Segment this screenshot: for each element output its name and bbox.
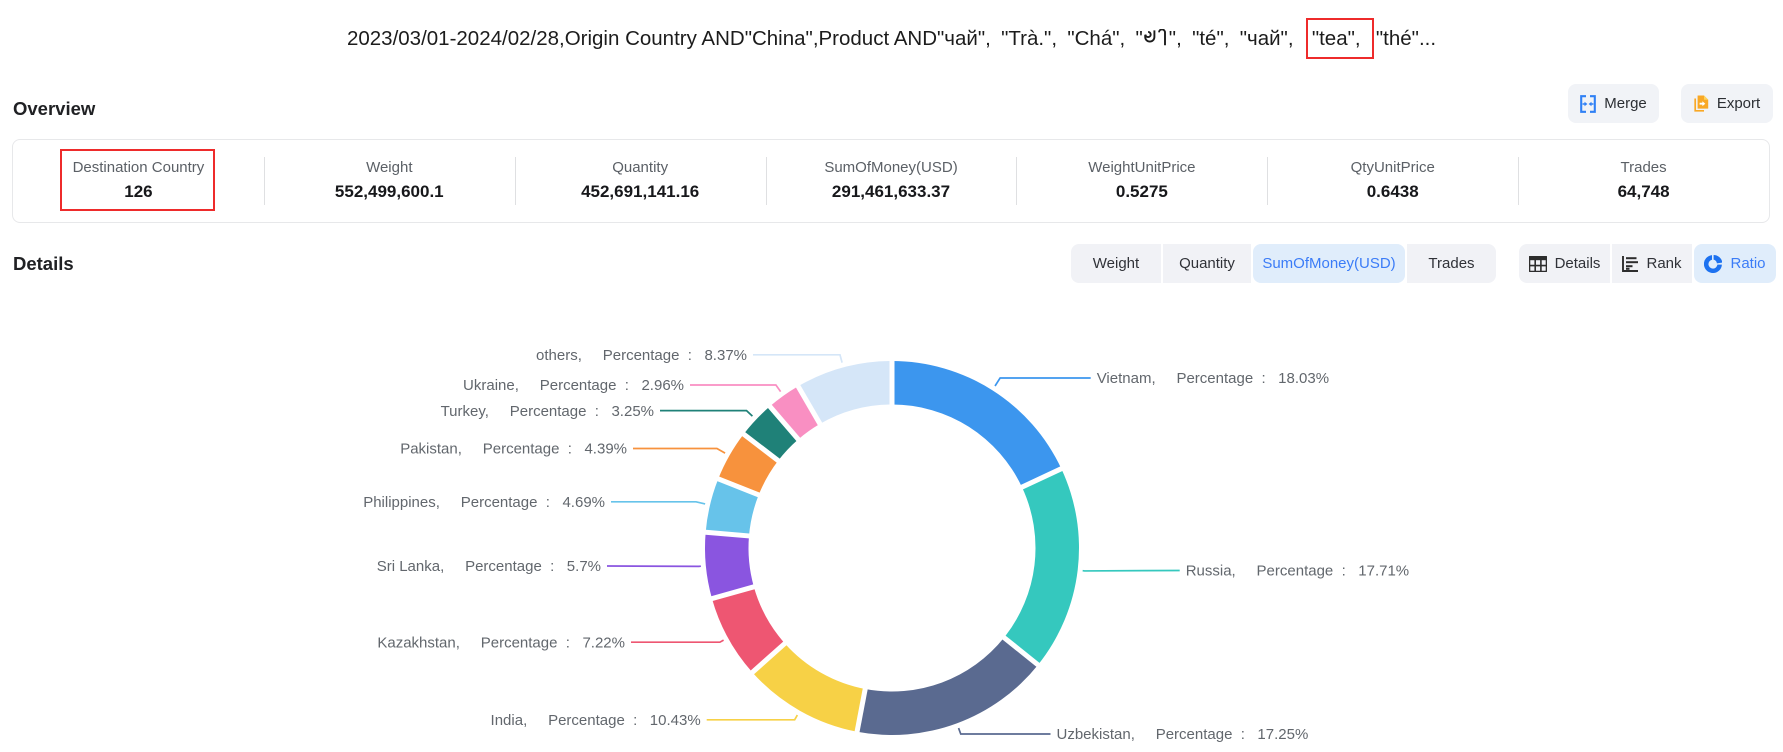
svg-text:Russia, Percentage : 17: Russia, Percentage : 17.71% — [1186, 563, 1409, 580]
svg-text:Uzbekistan, Percentage :: Uzbekistan, Percentage : 17.25% — [1057, 726, 1309, 743]
svg-text:Kazakhstan, Percentage :: Kazakhstan, Percentage : 7.22% — [377, 634, 625, 651]
svg-text:Sri Lanka, Percentage :: Sri Lanka, Percentage : 5.7% — [377, 558, 601, 575]
svg-text:others, Percentage : 8.: others, Percentage : 8.37% — [536, 347, 747, 364]
svg-text:Ukraine, Percentage : 2: Ukraine, Percentage : 2.96% — [463, 377, 684, 394]
svg-text:Pakistan, Percentage :: Pakistan, Percentage : 4.39% — [400, 441, 627, 458]
svg-text:India, Percentage : 10.: India, Percentage : 10.43% — [491, 712, 701, 729]
svg-text:Philippines, Percentage :: Philippines, Percentage : 4.69% — [363, 494, 605, 511]
svg-text:Vietnam, Percentage : 1: Vietnam, Percentage : 18.03% — [1097, 370, 1329, 387]
svg-text:Turkey, Percentage : 3.: Turkey, Percentage : 3.25% — [441, 403, 654, 420]
